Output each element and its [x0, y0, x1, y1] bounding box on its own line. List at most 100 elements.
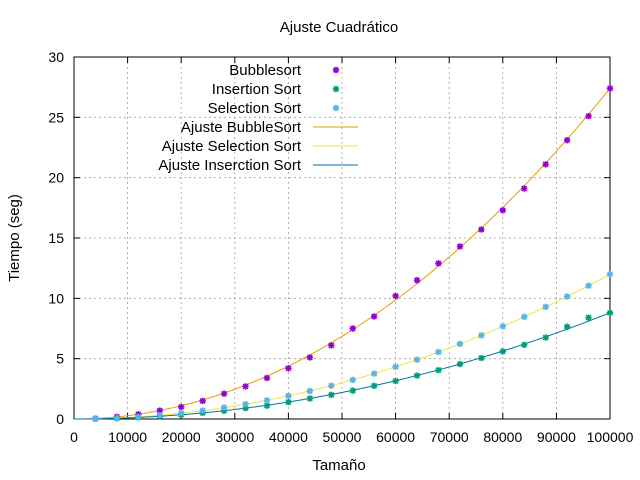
point-insertion-sort: [456, 360, 464, 368]
grid: [74, 57, 610, 419]
point-bubblesort: [242, 383, 249, 390]
point-bubblesort: [199, 397, 206, 405]
point-bubblesort: [499, 207, 506, 214]
x-tick-label: 0: [70, 429, 78, 445]
point-bubblesort: [306, 354, 314, 361]
x-tick-label: 80000: [483, 429, 522, 445]
chart-title: Ajuste Cuadrático: [280, 19, 398, 36]
point-insertion-sort: [542, 334, 549, 341]
point-bubblesort: [563, 137, 571, 144]
point-selection-sort: [113, 414, 121, 422]
point-insertion-sort: [521, 341, 528, 348]
x-tick-label: 20000: [162, 429, 201, 445]
point-selection-sort: [156, 412, 163, 419]
point-selection-sort: [306, 387, 314, 395]
point-bubblesort: [585, 112, 592, 120]
y-tick-label: 5: [56, 351, 64, 367]
point-selection-sort: [435, 348, 442, 356]
point-selection-sort: [135, 413, 142, 421]
point-selection-sort: [178, 410, 185, 417]
legend-label-ajuste-inserction-sort: Ajuste Inserction Sort: [158, 157, 301, 174]
point-bubblesort: [178, 403, 185, 411]
point-selection-sort: [521, 313, 528, 320]
legend-marker-bubblesort: [332, 66, 340, 74]
point-selection-sort: [456, 340, 464, 348]
point-selection-sort: [220, 404, 228, 411]
point-bubblesort: [456, 243, 464, 250]
x-tick-label: 100000: [587, 429, 634, 445]
x-tick-label: 70000: [430, 429, 469, 445]
point-insertion-sort: [413, 372, 421, 379]
point-bubblesort: [521, 185, 528, 192]
y-tick-label: 25: [48, 109, 64, 125]
legend: Bubblesort Insertion Sort Selection Sort Aj…: [158, 62, 358, 174]
x-tick-label: 40000: [269, 429, 308, 445]
x-tick-label: 60000: [376, 429, 415, 445]
point-bubblesort: [413, 277, 421, 284]
point-selection-sort: [242, 400, 249, 408]
point-bubblesort: [328, 342, 335, 349]
point-insertion-sort: [606, 309, 614, 317]
fit-line-ajuste-selection-sort: [74, 273, 611, 420]
axis-ticks: 0 10000 20000 30000 40000 50000 60000 70000 8000…: [48, 49, 633, 445]
point-selection-sort: [285, 392, 292, 400]
point-bubblesort: [370, 313, 378, 320]
point-insertion-sort: [328, 391, 335, 399]
point-selection-sort: [370, 370, 378, 377]
fit-line-ajuste-bubblesort: [73, 88, 611, 420]
point-selection-sort: [499, 323, 506, 330]
point-insertion-sort: [285, 398, 292, 406]
point-selection-sort: [563, 293, 571, 300]
point-bubblesort: [392, 292, 399, 300]
point-bubblesort: [542, 161, 549, 168]
point-insertion-sort: [306, 395, 314, 402]
legend-marker-selection-sort: [332, 104, 340, 112]
point-insertion-sort: [349, 387, 356, 394]
point-selection-sort: [392, 363, 399, 371]
x-tick-label: 50000: [323, 429, 362, 445]
legend-label-ajuste-selection-sort: Ajuste Selection Sort: [162, 138, 302, 155]
fit-lines: [73, 88, 611, 420]
point-insertion-sort: [392, 377, 399, 385]
point-insertion-sort: [478, 354, 485, 362]
legend-label-ajuste-bubblesort: Ajuste BubbleSort: [181, 119, 302, 136]
y-tick-label: 20: [48, 170, 64, 186]
point-selection-sort: [199, 407, 206, 414]
y-tick-label: 0: [56, 411, 64, 427]
y-tick-label: 30: [48, 49, 64, 65]
point-selection-sort: [263, 397, 271, 404]
point-bubblesort: [435, 260, 442, 267]
x-axis-title: Tamaño: [312, 457, 365, 474]
legend-label-bubblesort: Bubblesort: [229, 62, 302, 79]
x-tick-label: 10000: [108, 429, 147, 445]
point-selection-sort: [349, 376, 356, 384]
point-selection-sort: [542, 303, 549, 311]
point-insertion-sort: [585, 314, 592, 321]
point-insertion-sort: [499, 348, 506, 355]
point-selection-sort: [478, 332, 485, 339]
point-selection-sort: [413, 356, 421, 363]
point-selection-sort: [328, 382, 335, 389]
point-bubblesort: [606, 85, 614, 92]
y-axis-title: Tiempo (seg): [6, 194, 23, 282]
point-selection-sort: [92, 415, 99, 422]
legend-label-selection-sort: Selection Sort: [208, 100, 302, 117]
point-selection-sort: [606, 271, 614, 278]
point-insertion-sort: [563, 323, 571, 330]
point-insertion-sort: [370, 382, 378, 390]
y-tick-label: 15: [48, 230, 64, 246]
x-tick-label: 30000: [215, 429, 254, 445]
point-insertion-sort: [263, 402, 271, 409]
legend-label-insertion-sort: Insertion Sort: [212, 81, 302, 98]
point-bubblesort: [285, 365, 292, 372]
point-bubblesort: [349, 325, 356, 332]
fit-line-ajuste-inserction-sort: [74, 312, 611, 420]
x-tick-label: 90000: [537, 429, 576, 445]
data-points: [92, 85, 614, 423]
point-bubblesort: [263, 374, 271, 382]
point-selection-sort: [585, 282, 592, 289]
point-insertion-sort: [435, 366, 442, 374]
point-bubblesort: [220, 390, 228, 397]
point-bubblesort: [478, 226, 485, 233]
